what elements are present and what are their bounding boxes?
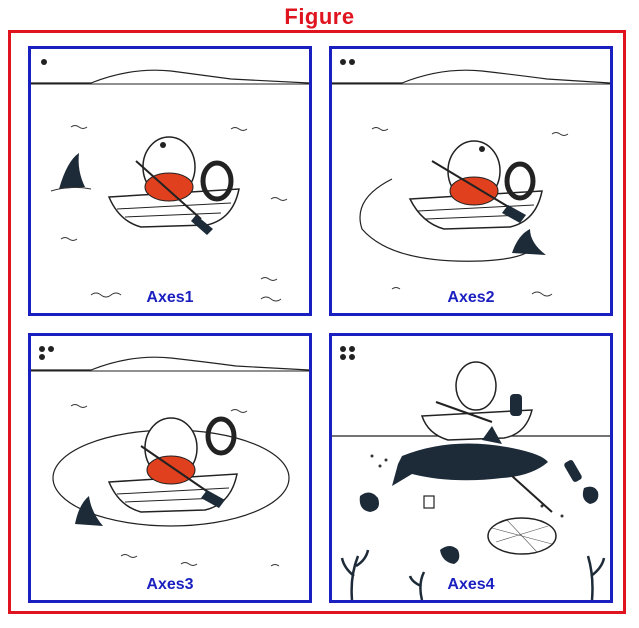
panel-number-dots <box>340 59 355 65</box>
shark-fin <box>512 229 546 255</box>
panel-number-dots <box>41 59 47 65</box>
axes-label: Axes3 <box>146 576 194 593</box>
comic-scene-shark-closing-circle <box>31 346 309 567</box>
axes-label: Axes4 <box>447 576 495 593</box>
shark-fin <box>59 153 85 189</box>
shark <box>392 443 548 486</box>
panel-number-dots <box>340 346 355 360</box>
axes-label: Axes2 <box>447 289 495 306</box>
axes-label: Axes1 <box>146 289 194 306</box>
axes-panel-1: Axes1 <box>28 46 312 316</box>
figure-title: Figure <box>284 4 355 29</box>
axes-panel-4: Axes4 <box>329 333 613 603</box>
comic-scene-shark-circling-boat <box>332 59 610 297</box>
fishing-net <box>487 517 557 555</box>
comic-scene-shark-caught-in-net <box>332 346 610 600</box>
comic-scene-bear-in-boat-shark-approaching <box>31 59 309 302</box>
panel-number-dots <box>39 346 54 360</box>
axes-panel-3: Axes3 <box>28 333 312 603</box>
axes-panel-2: Axes2 <box>329 46 613 316</box>
shark-fin <box>75 496 103 526</box>
polar-bear <box>455 361 497 411</box>
figure-frame <box>8 30 626 614</box>
